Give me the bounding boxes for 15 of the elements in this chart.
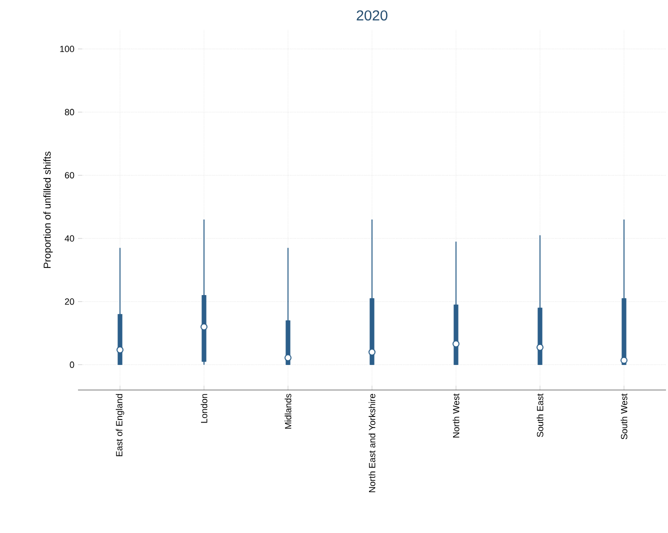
x-tick-label: East of England	[116, 394, 124, 456]
y-tick-label: 60	[64, 172, 74, 178]
y-axis-title: Proportion of unfilled shifts	[43, 152, 53, 268]
chart-title: 2020	[356, 10, 388, 20]
x-tick-label: North East and Yorkshire	[368, 394, 376, 492]
x-tick-label: South West	[620, 394, 628, 440]
x-tick-label: South East	[536, 394, 544, 437]
y-tick-label: 80	[64, 108, 74, 116]
y-tick-label: 100	[60, 46, 74, 52]
y-tick-label: 40	[64, 235, 74, 242]
x-tick-label: Midlands	[284, 394, 292, 429]
x-tick-label: North West	[452, 394, 460, 438]
y-tick-label: 20	[64, 298, 74, 305]
y-tick-label: 0	[70, 362, 74, 368]
x-tick-label: London	[200, 394, 208, 423]
